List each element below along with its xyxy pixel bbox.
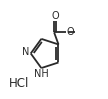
Text: O: O [51, 11, 59, 21]
Text: O: O [67, 27, 74, 37]
Text: HCl: HCl [8, 77, 29, 90]
Text: N: N [22, 47, 29, 58]
Text: NH: NH [34, 69, 49, 79]
